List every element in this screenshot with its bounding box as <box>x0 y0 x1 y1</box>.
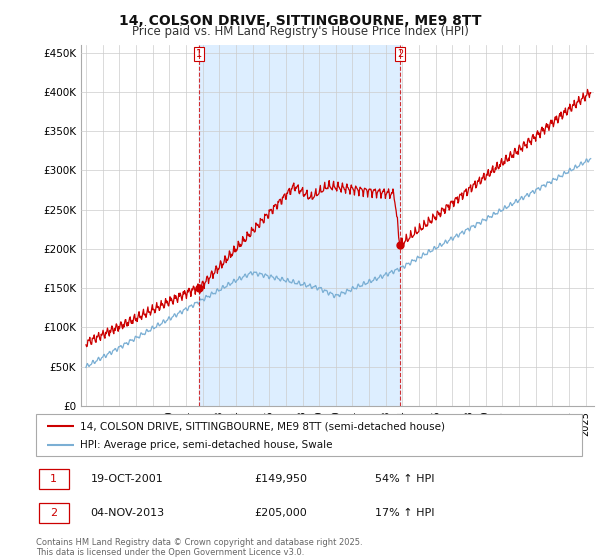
Text: 14, COLSON DRIVE, SITTINGBOURNE, ME9 8TT (semi-detached house): 14, COLSON DRIVE, SITTINGBOURNE, ME9 8TT… <box>80 421 445 431</box>
Text: 14, COLSON DRIVE, SITTINGBOURNE, ME9 8TT: 14, COLSON DRIVE, SITTINGBOURNE, ME9 8TT <box>119 14 481 28</box>
Text: 54% ↑ HPI: 54% ↑ HPI <box>374 474 434 484</box>
Text: HPI: Average price, semi-detached house, Swale: HPI: Average price, semi-detached house,… <box>80 441 332 450</box>
FancyBboxPatch shape <box>39 469 69 489</box>
Text: 19-OCT-2001: 19-OCT-2001 <box>91 474 163 484</box>
FancyBboxPatch shape <box>36 414 582 456</box>
Bar <box>199 45 400 406</box>
Text: 2: 2 <box>397 49 403 59</box>
Text: 1: 1 <box>196 49 202 59</box>
Text: 1: 1 <box>50 474 57 484</box>
Text: 2: 2 <box>50 508 58 519</box>
Text: £205,000: £205,000 <box>254 508 307 519</box>
Text: Price paid vs. HM Land Registry's House Price Index (HPI): Price paid vs. HM Land Registry's House … <box>131 25 469 38</box>
Text: Contains HM Land Registry data © Crown copyright and database right 2025.
This d: Contains HM Land Registry data © Crown c… <box>36 538 362 557</box>
Text: 17% ↑ HPI: 17% ↑ HPI <box>374 508 434 519</box>
Text: 04-NOV-2013: 04-NOV-2013 <box>91 508 165 519</box>
FancyBboxPatch shape <box>39 503 69 523</box>
Text: £149,950: £149,950 <box>254 474 307 484</box>
